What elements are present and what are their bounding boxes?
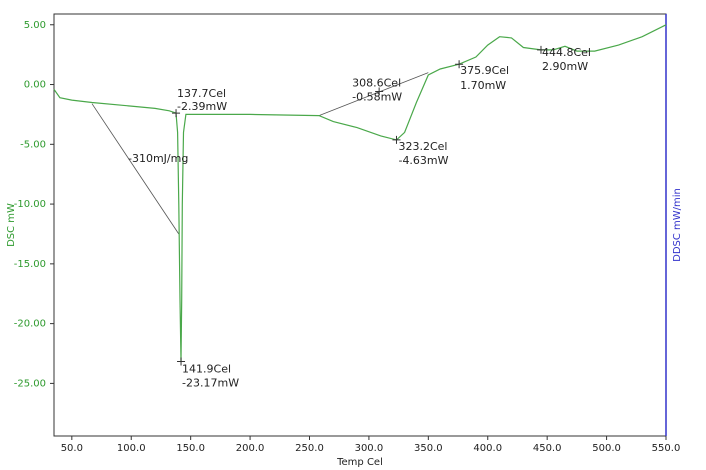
x-tick-label: 50.0 <box>61 443 83 454</box>
y-tick-label: -15.00 <box>14 259 46 270</box>
annotation-label: -0.58mW <box>352 90 402 103</box>
marker <box>455 60 464 69</box>
y-tick-label: 5.00 <box>24 20 46 31</box>
marker <box>536 45 545 54</box>
x-tick-label: 400.0 <box>473 443 502 454</box>
x-tick-label: 450.0 <box>533 443 562 454</box>
x-tick-label: 150.0 <box>176 443 205 454</box>
x-tick-label: 200.0 <box>236 443 265 454</box>
y-tick-label: -10.00 <box>14 199 46 210</box>
dsc-line <box>53 24 667 362</box>
annotation-label: 444.8Cel <box>542 46 591 59</box>
annotation-label: 1.70mW <box>460 79 506 92</box>
marker <box>172 109 181 118</box>
x-tick-label: 350.0 <box>414 443 443 454</box>
annotation-label: 308.6Cel <box>352 76 401 89</box>
y-tick-label: -20.00 <box>14 319 46 330</box>
annotation-label: 375.9Cel <box>460 64 509 77</box>
y2-axis-label: DDSC mW/min <box>672 188 683 262</box>
baseline <box>91 103 180 235</box>
baseline <box>318 72 429 116</box>
annotation-label: -4.63mW <box>398 154 448 167</box>
marker <box>392 135 401 144</box>
y-tick-label: -25.00 <box>14 378 46 389</box>
annotation-label: -23.17mW <box>182 377 239 390</box>
y-tick-label: 0.00 <box>24 80 46 91</box>
marker <box>177 357 186 366</box>
y-tick-label: -5.00 <box>20 139 46 150</box>
x-tick-label: 550.0 <box>652 443 681 454</box>
annotation-label: 141.9Cel <box>182 363 231 376</box>
x-tick-label: 300.0 <box>355 443 384 454</box>
annotation-label: 137.7Cel <box>177 87 226 100</box>
annotation-label: -2.39mW <box>177 100 227 113</box>
annotation-label: 2.90mW <box>542 60 588 73</box>
annotation-label: 323.2Cel <box>398 140 447 153</box>
x-tick-label: 100.0 <box>117 443 146 454</box>
x-tick-label: 250.0 <box>295 443 324 454</box>
y-axis-label: DSC mW <box>6 203 17 247</box>
x-tick-label: 500.0 <box>592 443 621 454</box>
integral-label: -310mJ/mg <box>128 152 188 165</box>
marker <box>375 87 384 96</box>
x-axis-label: Temp Cel <box>336 457 383 468</box>
